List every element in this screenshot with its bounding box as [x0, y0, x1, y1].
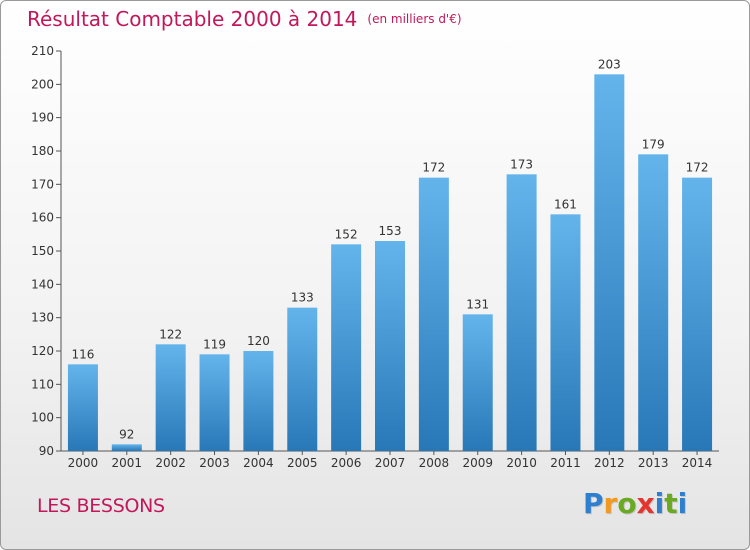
chart-title: Résultat Comptable 2000 à 2014 (en millie…: [27, 7, 462, 31]
proxiti-logo[interactable]: Proxiti: [583, 487, 687, 520]
data-label-2006: 152: [335, 227, 358, 241]
chart-bars: [67, 74, 713, 452]
logo-letter: r: [603, 487, 618, 520]
x-tick-label-2010: 2010: [506, 456, 537, 470]
x-tick-label-2011: 2011: [550, 456, 581, 470]
bar-2005: [287, 307, 318, 451]
y-tick-label: 180: [31, 144, 54, 158]
data-label-2012: 203: [598, 57, 621, 71]
chart-axes: 90 100 110 120 130 140 150 160 170 180 190 200 210 20…: [31, 44, 719, 470]
y-tick-label: 140: [31, 277, 54, 291]
y-tick-label: 160: [31, 211, 54, 225]
chart-data-labels: 116 92 122 119 120 133 152 153 172 131 173 161 203 17…: [71, 57, 708, 441]
bar-2001: [111, 444, 142, 451]
data-label-2008: 172: [422, 161, 445, 175]
data-label-2002: 122: [159, 327, 182, 341]
logo-letter: i: [677, 487, 688, 520]
x-tick-label-2014: 2014: [682, 456, 713, 470]
data-label-2005: 133: [291, 291, 314, 305]
chart-unit: (en milliers d'€): [367, 12, 462, 26]
logo-letter: i: [654, 487, 665, 520]
y-tick-label: 200: [31, 77, 54, 91]
data-label-2004: 120: [247, 334, 270, 348]
data-label-2013: 179: [642, 137, 665, 151]
data-label-2000: 116: [71, 347, 94, 361]
data-label-2007: 153: [379, 224, 402, 238]
y-tick-label: 90: [39, 444, 54, 458]
bar-2004: [243, 351, 274, 451]
data-label-2010: 173: [510, 157, 533, 171]
bar-2009: [462, 314, 493, 451]
bar-2008: [418, 177, 449, 451]
y-tick-label: 170: [31, 177, 54, 191]
data-label-2011: 161: [554, 197, 577, 211]
bar-2014: [682, 177, 713, 451]
logo-letter: t: [664, 487, 678, 520]
logo-letter: x: [636, 487, 655, 520]
bar-2012: [594, 74, 625, 451]
y-tick-label: 210: [31, 44, 54, 58]
x-tick-label-2003: 2003: [199, 456, 230, 470]
y-tick-label: 100: [31, 411, 54, 425]
y-tick-label: 150: [31, 244, 54, 258]
logo-letter: P: [583, 487, 604, 520]
x-tick-label-2012: 2012: [594, 456, 625, 470]
chart-title-text: Résultat Comptable 2000 à 2014: [27, 7, 358, 31]
y-tick-label: 110: [31, 377, 54, 391]
bar-2010: [506, 174, 537, 452]
bar-2011: [550, 214, 581, 451]
bar-2007: [375, 241, 405, 451]
x-tick-label-2002: 2002: [155, 456, 186, 470]
data-label-2001: 92: [119, 427, 134, 441]
logo-letter: o: [617, 487, 637, 520]
y-tick-label: 190: [31, 111, 54, 125]
x-tick-label-2001: 2001: [112, 456, 143, 470]
data-label-2009: 131: [466, 297, 489, 311]
data-label-2003: 119: [203, 337, 226, 351]
bar-2013: [638, 154, 669, 452]
x-tick-label-2009: 2009: [462, 456, 493, 470]
y-tick-label: 130: [31, 311, 54, 325]
bar-2000: [67, 364, 98, 451]
data-label-2014: 172: [686, 161, 709, 175]
bar-2002: [155, 344, 186, 451]
x-tick-label-2006: 2006: [331, 456, 362, 470]
y-tick-label: 120: [31, 344, 54, 358]
x-tick-label-2004: 2004: [243, 456, 274, 470]
x-tick-label-2005: 2005: [287, 456, 318, 470]
x-tick-label-2008: 2008: [419, 456, 450, 470]
x-tick-label-2000: 2000: [68, 456, 99, 470]
x-tick-label-2013: 2013: [638, 456, 669, 470]
x-tick-label-2007: 2007: [375, 456, 406, 470]
place-name: LES BESSONS: [37, 495, 165, 517]
bar-2003: [199, 354, 230, 451]
bar-2006: [331, 244, 362, 451]
